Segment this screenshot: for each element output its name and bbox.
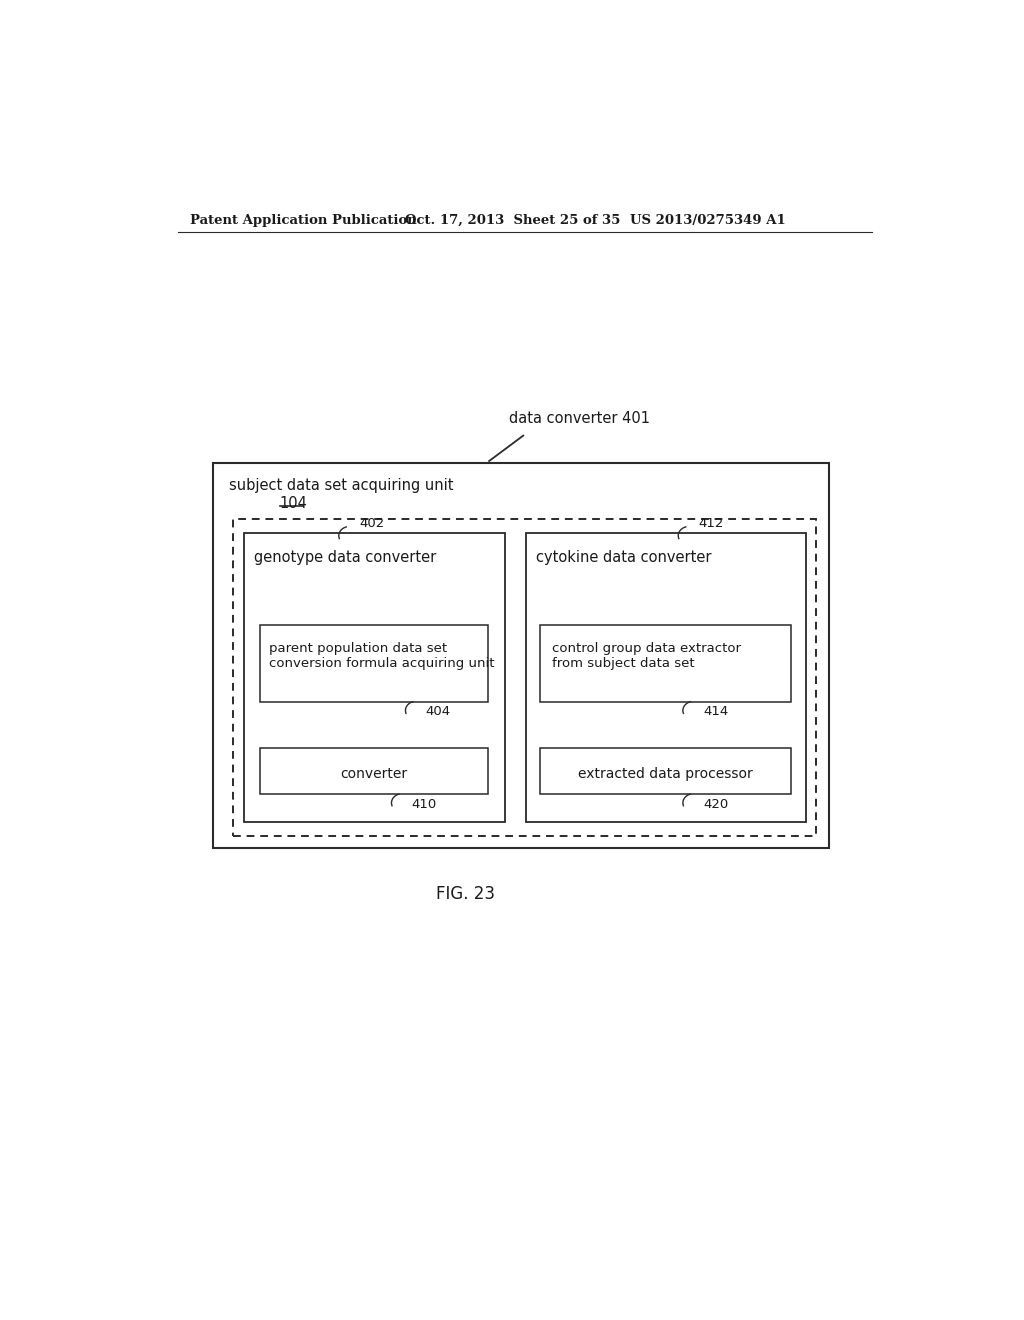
Text: Oct. 17, 2013  Sheet 25 of 35: Oct. 17, 2013 Sheet 25 of 35 xyxy=(406,214,621,227)
Text: 410: 410 xyxy=(412,797,437,810)
Text: 414: 414 xyxy=(703,705,728,718)
Bar xyxy=(525,533,806,822)
Bar xyxy=(260,626,488,702)
Text: from subject data set: from subject data set xyxy=(552,657,694,671)
Bar xyxy=(541,748,791,795)
Text: conversion formula acquiring unit: conversion formula acquiring unit xyxy=(269,657,495,671)
Text: parent population data set: parent population data set xyxy=(269,642,447,655)
Bar xyxy=(541,626,791,702)
Text: converter: converter xyxy=(340,767,408,780)
Bar xyxy=(245,533,506,822)
Text: data converter 401: data converter 401 xyxy=(509,412,650,426)
Bar xyxy=(213,462,829,847)
Text: Patent Application Publication: Patent Application Publication xyxy=(190,214,417,227)
Bar xyxy=(260,748,488,795)
Text: control group data extractor: control group data extractor xyxy=(552,642,741,655)
Text: 104: 104 xyxy=(280,496,308,511)
Text: 412: 412 xyxy=(698,517,724,531)
Text: 420: 420 xyxy=(703,797,728,810)
Text: cytokine data converter: cytokine data converter xyxy=(536,549,711,565)
Text: subject data set acquiring unit: subject data set acquiring unit xyxy=(228,478,454,492)
Text: extracted data processor: extracted data processor xyxy=(578,767,753,780)
Bar xyxy=(232,519,816,836)
Text: US 2013/0275349 A1: US 2013/0275349 A1 xyxy=(630,214,786,227)
Text: genotype data converter: genotype data converter xyxy=(254,549,436,565)
Text: 402: 402 xyxy=(359,517,384,531)
Text: 404: 404 xyxy=(426,705,451,718)
Text: FIG. 23: FIG. 23 xyxy=(435,884,495,903)
